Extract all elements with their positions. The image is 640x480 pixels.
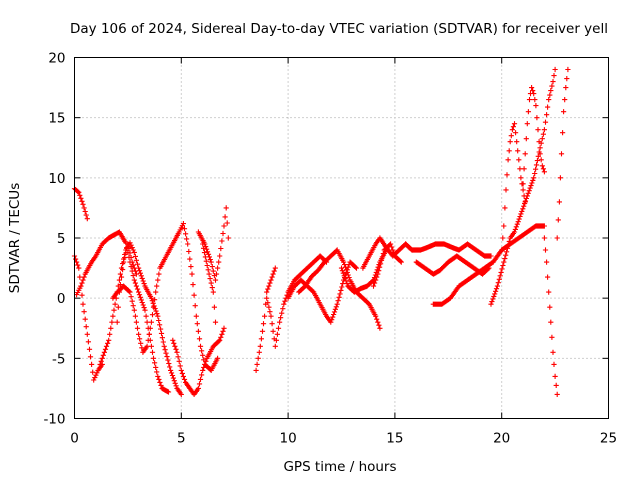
y-axis-label: SDTVAR / TECUs	[7, 183, 23, 293]
sdtvar-track	[200, 241, 219, 325]
chart-title: Day 106 of 2024, Sidereal Day-to-day VTE…	[70, 21, 608, 37]
data-point-markers	[285, 259, 360, 325]
y-tick-label: 20	[48, 51, 65, 67]
y-tick-label: 15	[48, 111, 65, 127]
axis-ticks: 0 5 10 15 20 25 -10 -5 0 5 10 15 20	[43, 51, 617, 447]
sdtvar-track	[541, 235, 560, 397]
sdtvar-track	[403, 241, 494, 259]
data-point-markers	[296, 247, 383, 331]
sdtvar-track	[520, 85, 547, 187]
sdtvar-track	[195, 205, 231, 283]
sdtvar-track	[413, 253, 492, 277]
data-point-markers	[195, 205, 231, 283]
data-point-markers	[499, 121, 528, 253]
sdtvar-track	[499, 121, 528, 253]
x-tick-label: 5	[177, 431, 186, 447]
data-point-markers	[554, 66, 571, 241]
sdtvar-track	[264, 253, 330, 349]
data-series	[71, 66, 571, 397]
data-point-markers	[253, 265, 278, 373]
sdtvar-track	[114, 241, 139, 325]
data-point-markers	[170, 325, 227, 397]
y-tick-label: 0	[57, 291, 66, 307]
y-tick-label: -5	[52, 351, 65, 367]
x-tick-label: 10	[280, 431, 297, 447]
sdtvar-track	[285, 259, 360, 325]
data-point-markers	[110, 221, 221, 373]
x-axis-label: GPS time / hours	[283, 459, 396, 475]
data-point-markers	[541, 235, 560, 397]
x-tick-label: 15	[386, 431, 403, 447]
data-point-markers	[114, 241, 139, 325]
data-point-markers	[520, 85, 547, 187]
y-tick-label: -10	[43, 412, 65, 428]
x-tick-label: 25	[600, 431, 617, 447]
data-point-markers	[200, 241, 219, 325]
plot-frame	[74, 57, 609, 419]
sdtvar-track	[554, 66, 571, 241]
data-point-markers	[403, 241, 494, 259]
x-tick-label: 0	[70, 431, 79, 447]
x-tick-label: 20	[493, 431, 510, 447]
sdtvar-track	[110, 221, 221, 373]
sdtvar-track	[370, 241, 404, 289]
y-tick-label: 5	[57, 231, 66, 247]
y-tick-label: 10	[48, 171, 65, 187]
sdtvar-track	[296, 247, 383, 331]
sdtvar-track	[170, 325, 227, 397]
sdtvar-track	[97, 240, 184, 397]
data-point-markers	[264, 253, 330, 349]
data-point-markers	[413, 253, 492, 277]
data-point-markers	[97, 240, 184, 397]
data-point-markers	[370, 241, 404, 289]
sdtvar-track	[253, 265, 278, 373]
